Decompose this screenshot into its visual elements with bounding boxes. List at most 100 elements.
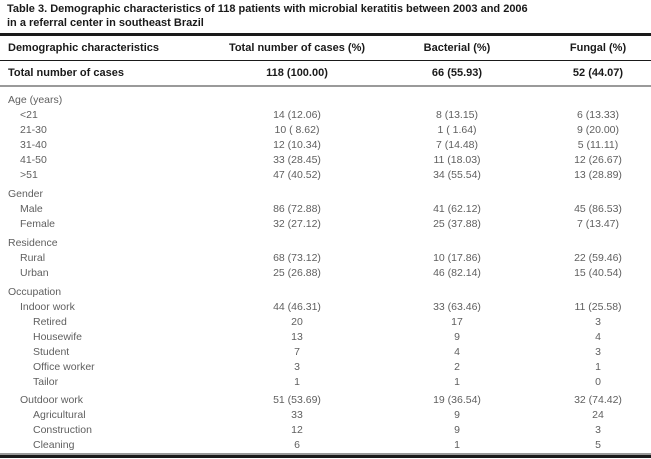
row-label: 41-50 (20, 154, 47, 166)
col-header-fungal: Fungal (%) (569, 41, 627, 54)
table-row: >51 47 (40.52) 34 (55.54) 13 (28.89) (0, 168, 651, 183)
row-label: Outdoor work (20, 394, 84, 406)
cell-total: 25 (26.88) (273, 267, 321, 279)
summary-divider (0, 85, 651, 87)
cell-fungal: 5 (595, 439, 601, 451)
table-row: 31-40 12 (10.34) 7 (14.48) 5 (11.11) (0, 138, 651, 153)
cell-bacterial: 1 (454, 439, 460, 451)
table-row: Construction 12 9 3 (0, 423, 651, 438)
table-row: Outdoor work 51 (53.69) 19 (36.54) 32 (74.4… (0, 393, 651, 408)
table-body: Age (years) <21 14 (12.06) 8 (13.15) 6 (13.3… (0, 87, 651, 453)
summary-row-label: Total number of cases (8, 67, 124, 79)
cell-fungal: 15 (40.54) (574, 267, 622, 279)
cell-bacterial: 19 (36.54) (433, 394, 481, 406)
summary-cell-bacterial: 66 (55.93) (431, 67, 483, 79)
cell-total: 6 (294, 439, 300, 451)
cell-bacterial: 33 (63.46) (433, 301, 481, 313)
cell-bacterial: 4 (454, 346, 460, 358)
cell-total: 33 (28.45) (273, 154, 321, 166)
cell-bacterial: 10 (17.86) (433, 252, 481, 264)
table-row: Female 32 (27.12) 25 (37.88) 7 (13.47) (0, 217, 651, 232)
row-label: Agricultural (33, 409, 86, 421)
cell-bacterial: 8 (13.15) (435, 109, 479, 121)
table-row: Tailor 1 1 0 (0, 375, 651, 390)
section-label: Occupation (8, 286, 62, 298)
cell-total: 12 (10.34) (273, 139, 321, 151)
table-row: Cleaning 6 1 5 (0, 438, 651, 453)
cell-bacterial: 9 (454, 424, 460, 436)
table-title: Table 3. Demographic characteristics of … (0, 0, 651, 30)
cell-total: 51 (53.69) (273, 394, 321, 406)
row-label: Office worker (33, 361, 95, 373)
row-label: Cleaning (33, 439, 75, 451)
table-title-line1: Table 3. Demographic characteristics of … (7, 3, 528, 15)
title-divider (0, 32, 651, 36)
cell-fungal: 6 (13.33) (576, 109, 620, 121)
cell-bacterial: 17 (451, 316, 463, 328)
cell-fungal: 4 (595, 331, 601, 343)
row-label: Urban (20, 267, 49, 279)
cell-fungal: 3 (595, 316, 601, 328)
row-label: 31-40 (20, 139, 47, 151)
cell-fungal: 12 (26.67) (574, 154, 622, 166)
section-row: Gender (0, 187, 651, 202)
cell-total: 13 (291, 331, 303, 343)
cell-total: 32 (27.12) (273, 218, 321, 230)
cell-total: 86 (72.88) (273, 203, 321, 215)
section-label: Residence (8, 237, 58, 249)
row-label: 21-30 (20, 124, 47, 136)
table-header-row: Demographic characteristics Total number… (0, 36, 651, 60)
row-label: Male (20, 203, 43, 215)
row-label: Student (33, 346, 70, 358)
cell-total: 7 (294, 346, 300, 358)
cell-fungal: 32 (74.42) (574, 394, 622, 406)
cell-total: 44 (46.31) (273, 301, 321, 313)
cell-fungal: 0 (595, 376, 601, 388)
table-row: 41-50 33 (28.45) 11 (18.03) 12 (26.67) (0, 153, 651, 168)
cell-fungal: 24 (592, 409, 604, 421)
summary-cell-fungal: 52 (44.07) (572, 67, 624, 79)
row-label: Indoor work (20, 301, 75, 313)
row-label: Tailor (33, 376, 59, 388)
cell-fungal: 3 (595, 424, 601, 436)
cell-fungal: 9 (20.00) (576, 124, 620, 136)
cell-bacterial: 25 (37.88) (433, 218, 481, 230)
cell-total: 47 (40.52) (273, 169, 321, 181)
table-row: Retired 20 17 3 (0, 315, 651, 330)
table-bottom-border (0, 453, 651, 458)
section-label: Gender (8, 188, 44, 200)
table-row: Housewife 13 9 4 (0, 330, 651, 345)
cell-bacterial: 46 (82.14) (433, 267, 481, 279)
cell-bacterial: 1 (454, 376, 460, 388)
table-row: Urban 25 (26.88) 46 (82.14) 15 (40.54) (0, 266, 651, 281)
col-header-demographic-characteristics: Demographic characteristics (8, 41, 160, 54)
cell-total: 10 ( 8.62) (274, 124, 320, 136)
cell-bacterial: 41 (62.12) (433, 203, 481, 215)
table-row: 21-30 10 ( 8.62) 1 ( 1.64) 9 (20.00) (0, 123, 651, 138)
cell-bacterial: 11 (18.03) (433, 154, 481, 166)
cell-total: 33 (291, 409, 303, 421)
cell-fungal: 5 (11.11) (577, 139, 619, 151)
section-row: Residence (0, 236, 651, 251)
row-label: Housewife (33, 331, 83, 343)
section-row: Occupation (0, 285, 651, 300)
cell-bacterial: 2 (454, 361, 460, 373)
table-row: Office worker 3 2 1 (0, 360, 651, 375)
cell-bacterial: 1 ( 1.64) (437, 124, 477, 136)
cell-bacterial: 34 (55.54) (433, 169, 481, 181)
cell-total: 1 (294, 376, 300, 388)
table-row: Indoor work 44 (46.31) 33 (63.46) 11 (25.58… (0, 300, 651, 315)
cell-total: 14 (12.06) (273, 109, 321, 121)
table-row: Male 86 (72.88) 41 (62.12) 45 (86.53) (0, 202, 651, 217)
cell-bacterial: 7 (14.48) (435, 139, 479, 151)
cell-fungal: 22 (59.46) (574, 252, 622, 264)
col-header-bacterial: Bacterial (%) (423, 41, 491, 54)
row-label: Female (20, 218, 56, 230)
row-label: Retired (33, 316, 67, 328)
table-row: Agricultural 33 9 24 (0, 408, 651, 423)
table-title-line2: in a referral center in southeast Brazil (7, 16, 204, 29)
cell-total: 68 (73.12) (273, 252, 321, 264)
cell-total: 20 (291, 316, 303, 328)
col-header-total-cases: Total number of cases (%) (228, 41, 366, 54)
